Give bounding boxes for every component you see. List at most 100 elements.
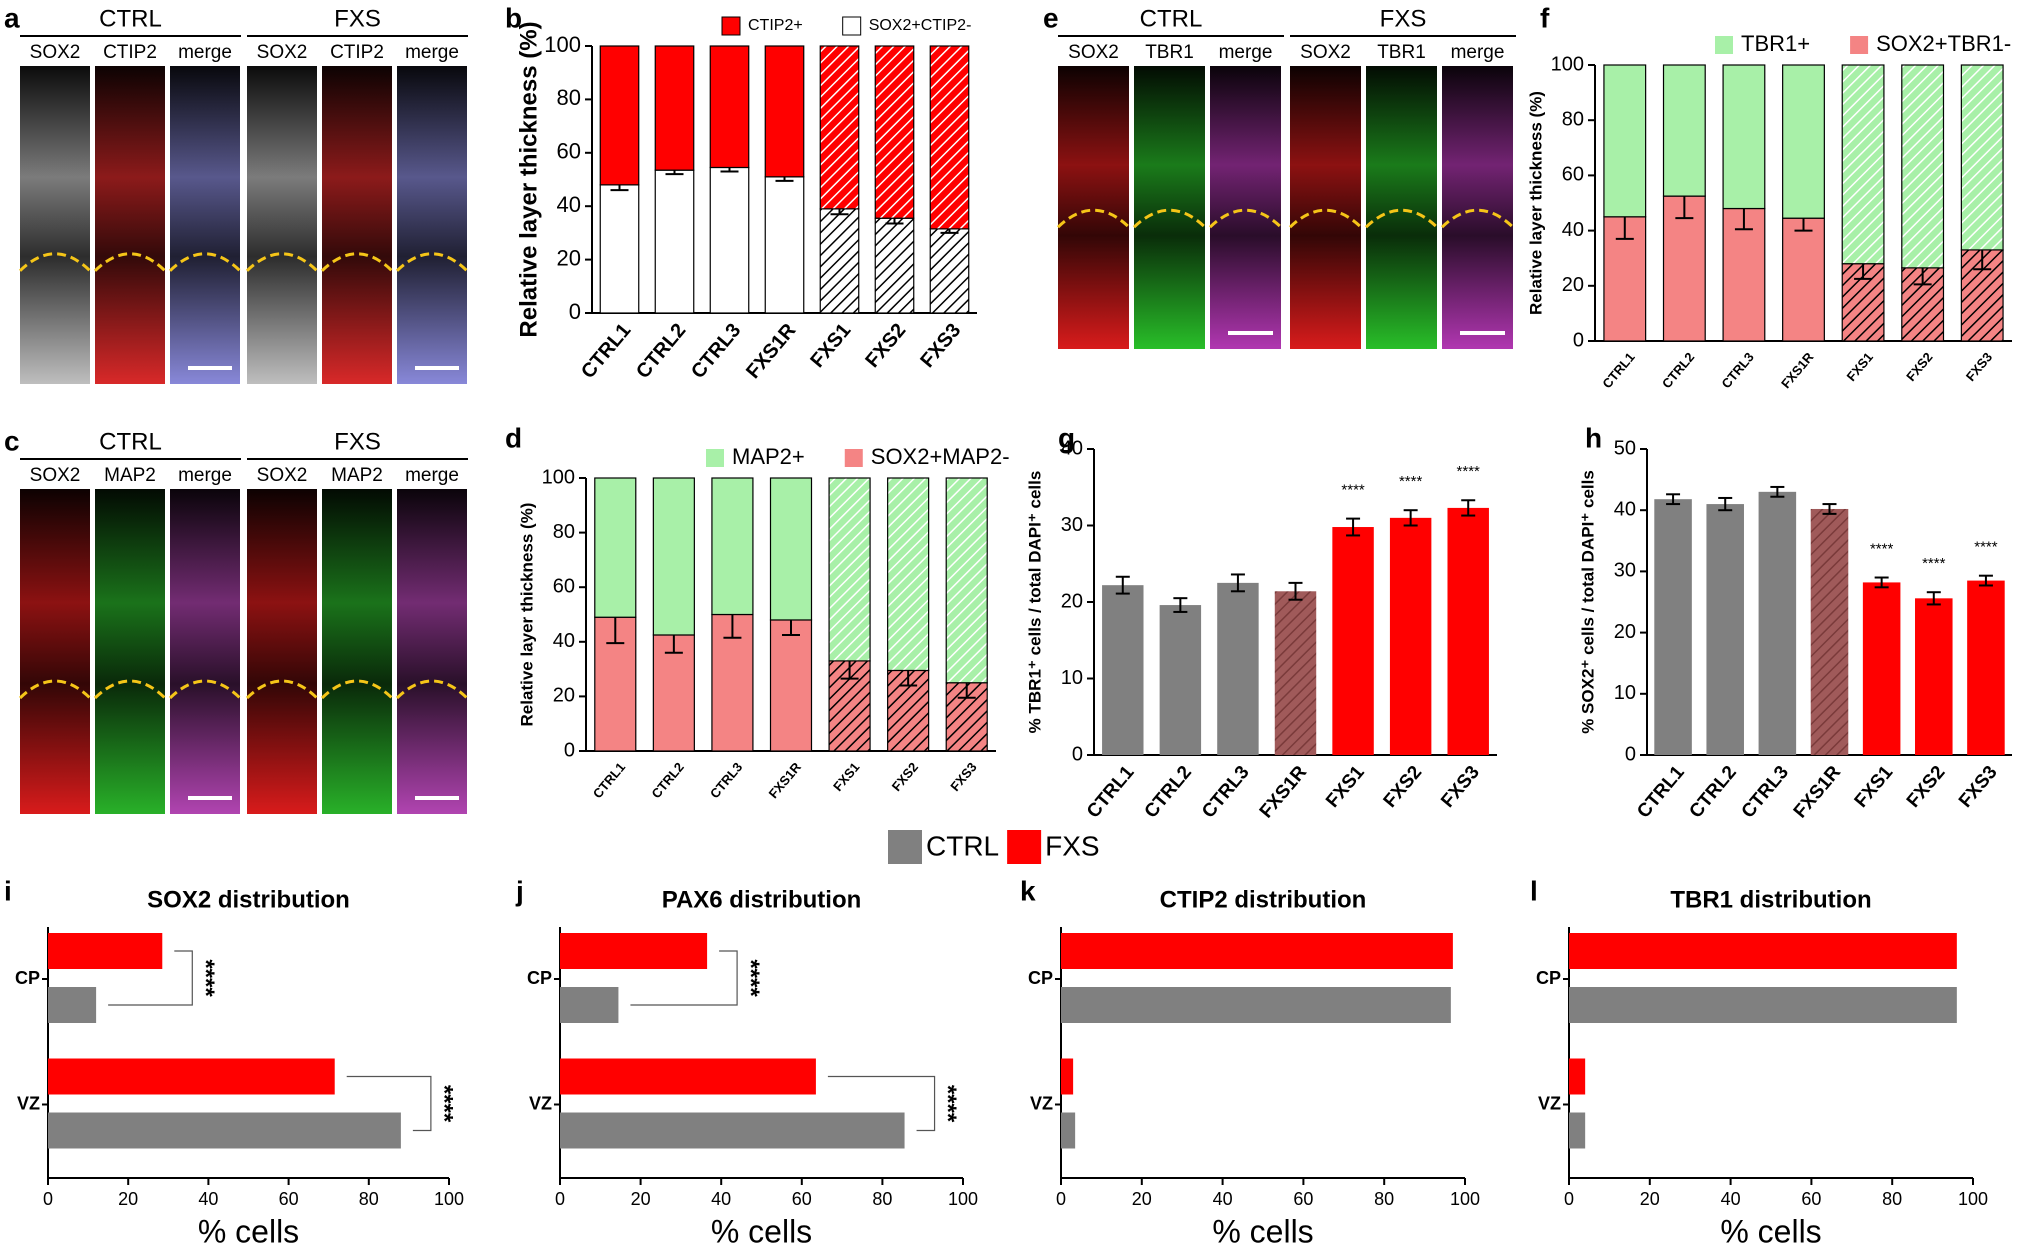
x-tick-label: 20: [631, 1189, 651, 1209]
y-tick-label: 20: [557, 245, 581, 270]
x-tick-label: FXS3: [916, 319, 965, 371]
boundary-line: [1132, 208, 1207, 229]
y-axis-label: Relative layer thickness (%): [515, 21, 542, 337]
x-tick-label: FXS3: [1963, 349, 1995, 384]
y-axis-label: % SOX2⁺ cells / total DAPI⁺ cells: [1578, 470, 1597, 734]
x-tick-label: FXS2: [889, 759, 921, 794]
bar: [1706, 504, 1744, 755]
x-tick-label: 60: [792, 1189, 812, 1209]
boundary-line: [1056, 208, 1131, 229]
legend-swatch: [888, 830, 922, 864]
x-tick-label: CTRL2: [632, 319, 690, 383]
x-tick-label: FXS2: [1903, 349, 1935, 384]
y-tick-label: 0: [569, 299, 581, 324]
x-tick-label: FXS1: [1322, 762, 1369, 812]
channel-label: merge: [405, 465, 459, 486]
bar: [560, 987, 619, 1023]
x-tick-label: FXS1R: [1256, 762, 1312, 823]
channel-label: MAP2: [331, 465, 383, 486]
x-tick-label: 0: [555, 1189, 565, 1209]
bar-segment: [764, 176, 805, 314]
boundary-line: [93, 679, 167, 700]
legend-label: CTRL: [926, 830, 999, 861]
bar-segment: [764, 45, 805, 178]
micrograph-signal: [397, 66, 467, 384]
error-bar: [1461, 499, 1476, 517]
boundary-line: [245, 679, 319, 700]
x-tick-label: 100: [1958, 1189, 1988, 1209]
x-tick-label: 80: [1882, 1189, 1902, 1209]
significance: ****: [737, 959, 764, 997]
bar-segment: [1722, 207, 1766, 342]
legend-swatch: [844, 449, 863, 467]
bar-segment: [769, 477, 813, 621]
significance-bracket: [827, 1075, 936, 1132]
x-tick-label: 60: [1801, 1189, 1821, 1209]
error-bar: [1822, 503, 1837, 515]
legend-swatch: [1715, 36, 1733, 54]
panel-letter: d: [505, 422, 522, 453]
x-axis-label: % cells: [1212, 1213, 1313, 1249]
y-tick-label: 60: [1562, 164, 1584, 186]
x-tick-label: CTRL3: [687, 319, 745, 383]
boundary-line: [93, 252, 167, 272]
bar: [1758, 491, 1797, 755]
legend-swatch: [1007, 830, 1042, 864]
chart-title: TBR1 distribution: [1670, 886, 1871, 913]
panel-letter: a: [4, 2, 20, 33]
bar: [1217, 582, 1259, 755]
channel-label: CTIP2: [103, 42, 157, 63]
x-tick-label: 100: [434, 1189, 464, 1209]
bar-segment: [1960, 64, 2004, 251]
x-tick-label: FXS2: [1903, 762, 1950, 812]
legend-label: MAP2+: [732, 444, 805, 469]
boundary-line: [320, 252, 394, 272]
error-bar: [1978, 574, 1993, 587]
bar-segment: [652, 477, 695, 636]
y-tick-label: 20: [553, 685, 575, 707]
x-tick-label: CTRL1: [1083, 762, 1139, 823]
bar: [1332, 527, 1374, 755]
boundary-line: [1288, 208, 1363, 229]
legend-label: CTIP2+: [748, 17, 803, 34]
bar: [48, 1112, 401, 1149]
bar: [1102, 585, 1144, 755]
bar-segment: [1722, 64, 1766, 210]
panel-letter: g: [1058, 422, 1075, 453]
significance: ****: [431, 1085, 458, 1123]
bar: [1569, 1112, 1586, 1149]
x-axis-label: % cells: [711, 1213, 812, 1249]
bar-segment: [599, 45, 640, 186]
channel-label: merge: [178, 42, 232, 63]
y-tick-label: 100: [542, 466, 575, 488]
significance: ****: [192, 959, 219, 997]
y-tick-label: 80: [1562, 108, 1584, 130]
y-tick-label: 10: [1061, 667, 1083, 689]
x-tick-label: 40: [1213, 1189, 1233, 1209]
boundary-line: [18, 679, 92, 700]
micrograph-signal: [1210, 66, 1281, 349]
channel-label: merge: [178, 465, 232, 486]
bar-segment: [1901, 64, 1945, 269]
y-tick-label: 40: [1061, 437, 1083, 459]
bar-segment: [819, 45, 860, 210]
y-tick-label: 40: [553, 630, 575, 652]
x-tick-label: FXS1: [806, 319, 855, 371]
channel-label: CTIP2: [330, 42, 384, 63]
panel-letter: b: [505, 2, 522, 33]
channel-label: merge: [405, 42, 459, 63]
bar-segment: [874, 45, 915, 219]
y-tick-label: 80: [553, 521, 575, 543]
bar: [1274, 591, 1317, 755]
boundary-line: [1364, 208, 1439, 229]
significance: ****: [1399, 473, 1423, 490]
x-tick-label: CTRL2: [1659, 349, 1697, 391]
bar-segment: [1782, 64, 1825, 219]
bar: [560, 933, 708, 969]
legend-label: SOX2+MAP2-: [871, 444, 1010, 469]
x-tick-label: FXS2: [1380, 762, 1427, 812]
legend-label: SOX2+CTIP2-: [869, 17, 972, 34]
x-tick-label: 20: [1132, 1189, 1152, 1209]
y-tick-label: 40: [557, 192, 581, 217]
